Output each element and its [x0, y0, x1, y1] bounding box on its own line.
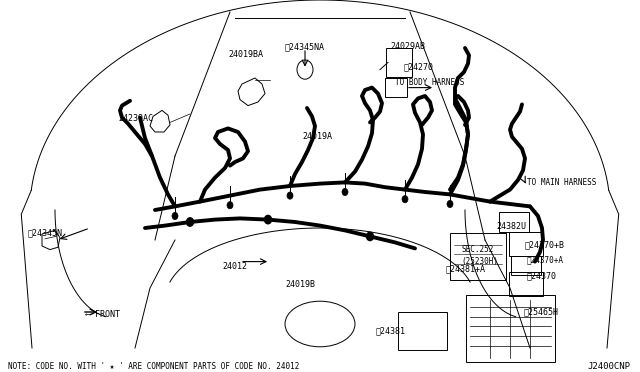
Text: 24012: 24012: [222, 262, 247, 270]
Text: J2400CNP: J2400CNP: [587, 362, 630, 371]
Text: 24239AC: 24239AC: [118, 114, 153, 123]
Circle shape: [367, 232, 374, 241]
Text: 24019A: 24019A: [302, 132, 332, 141]
Text: ․24345N: ․24345N: [28, 228, 63, 237]
Text: ← FRONT: ← FRONT: [85, 310, 120, 318]
Text: ․24270: ․24270: [404, 62, 434, 71]
Text: TO BODY HARNESS: TO BODY HARNESS: [395, 78, 465, 87]
Text: SEC.252: SEC.252: [461, 245, 493, 254]
Text: 24382U: 24382U: [496, 222, 526, 231]
Text: (25230H): (25230H): [461, 257, 498, 266]
Text: ․24370: ․24370: [527, 271, 557, 280]
Circle shape: [227, 202, 233, 209]
Circle shape: [342, 188, 348, 196]
Text: NOTE: CODE NO. WITH ' ★ ' ARE COMPONENT PARTS OF CODE NO. 24012: NOTE: CODE NO. WITH ' ★ ' ARE COMPONENT …: [8, 362, 300, 371]
Circle shape: [186, 218, 193, 226]
Text: 24019BA: 24019BA: [228, 50, 263, 60]
Text: TO MAIN HARNESS: TO MAIN HARNESS: [527, 177, 596, 187]
Text: ․24370+A: ․24370+A: [527, 256, 564, 264]
Text: ․24381+A: ․24381+A: [446, 264, 486, 273]
Text: ․25465H: ․25465H: [524, 307, 559, 316]
Circle shape: [264, 215, 271, 224]
Text: ․24370+B: ․24370+B: [525, 240, 565, 249]
Circle shape: [172, 212, 178, 219]
Text: ․24345NA: ․24345NA: [285, 42, 325, 51]
Text: ․24381: ․24381: [376, 326, 406, 336]
Text: 24029AB: 24029AB: [390, 42, 425, 51]
Circle shape: [447, 201, 453, 208]
Circle shape: [402, 196, 408, 203]
Circle shape: [287, 192, 293, 199]
Text: 24019B: 24019B: [285, 280, 315, 289]
